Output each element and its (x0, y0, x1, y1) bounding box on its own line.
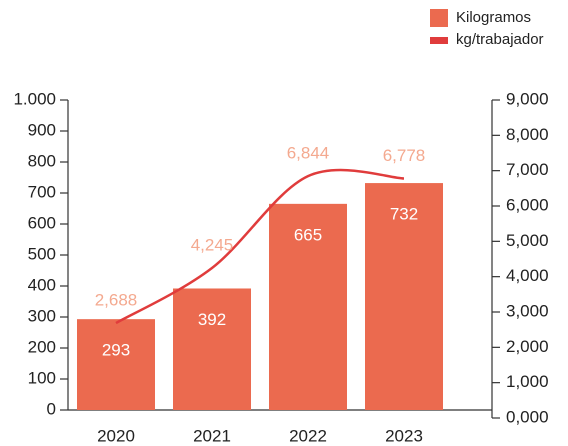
y-tick-label: 400 (28, 275, 56, 294)
y2-tick-label: 4,000 (506, 266, 549, 285)
y2-tick-label: 3,000 (506, 301, 549, 320)
y-tick-label: 900 (28, 120, 56, 139)
legend-swatch (430, 9, 448, 27)
bar-label: 732 (390, 205, 418, 224)
legend-label: kg/trabajador (456, 31, 544, 48)
legend-label: Kilogramos (456, 9, 531, 26)
line-label: 2,688 (95, 291, 138, 310)
y2-tick-label: 9,000 (506, 89, 549, 108)
y2-tick-label: 8,000 (506, 125, 549, 144)
x-tick-label: 2022 (289, 426, 327, 445)
y2-tick-label: 7,000 (506, 160, 549, 179)
bar (365, 183, 443, 410)
y-tick-label: 600 (28, 213, 56, 232)
line-label: 4,245 (191, 235, 234, 254)
y-tick-label: 500 (28, 244, 56, 263)
y2-tick-label: 0,000 (506, 407, 549, 426)
y2-tick-label: 2,000 (506, 337, 549, 356)
bar-label: 665 (294, 225, 322, 244)
y-tick-label: 800 (28, 151, 56, 170)
y-tick-label: 700 (28, 182, 56, 201)
x-tick-label: 2023 (385, 426, 423, 445)
y-tick-label: 200 (28, 337, 56, 356)
y2-tick-label: 5,000 (506, 231, 549, 250)
bar-label: 392 (198, 310, 226, 329)
y2-tick-label: 1,000 (506, 372, 549, 391)
bar (269, 203, 347, 410)
bar (173, 288, 251, 410)
y-tick-label: 100 (28, 368, 56, 387)
legend-swatch (430, 37, 448, 44)
line (115, 168, 405, 325)
y-tick-label: 300 (28, 306, 56, 325)
bar-label: 293 (102, 341, 130, 360)
bar (77, 319, 155, 410)
y2-tick-label: 6,000 (506, 195, 549, 214)
x-tick-label: 2021 (193, 426, 231, 445)
y-tick-label: 1.000 (13, 89, 56, 108)
x-tick-label: 2020 (97, 426, 135, 445)
line-label: 6,844 (287, 144, 330, 163)
line-label: 6,778 (383, 146, 426, 165)
y-tick-label: 0 (47, 399, 56, 418)
